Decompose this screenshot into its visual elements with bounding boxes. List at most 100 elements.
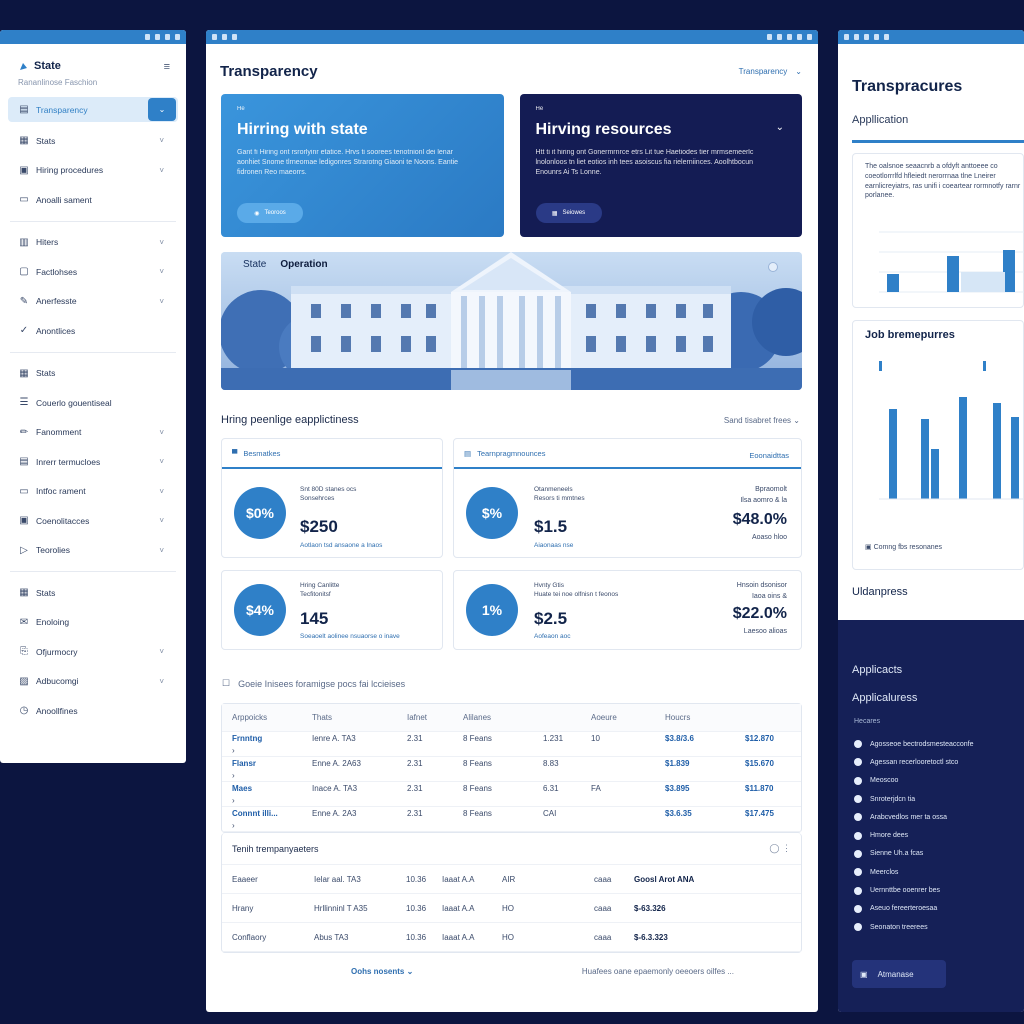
hero-card-hiring-with-state[interactable]: He Hirring with state Gant fi Hiring ont…: [221, 94, 504, 237]
capitol-building-illustration: [221, 252, 802, 390]
applicant-list-item[interactable]: Hmore dees: [854, 826, 1024, 844]
applicant-list-item[interactable]: Meoscoo: [854, 772, 1024, 790]
tag-icon: ▷: [20, 544, 28, 556]
stat-card-head-right[interactable]: Eoonaidttas: [749, 451, 789, 460]
column-header[interactable]: Alilanes: [463, 713, 492, 722]
applicant-list-item[interactable]: Uernnttbe ooenrer bes: [854, 881, 1024, 899]
sidebar-item[interactable]: ▦ Stats: [8, 359, 178, 389]
sidebar-item[interactable]: ▣ Coenolitacces ˅: [8, 506, 178, 536]
sidebar-item[interactable]: ▣ Hiring procedures ˅: [8, 156, 178, 186]
applicant-list-item[interactable]: Meerclos: [854, 863, 1024, 881]
sidebar-window: State Rananlinose Faschion ≡ ▤ Transparen…: [0, 30, 186, 763]
sidebar-item-label: Stats: [36, 587, 56, 598]
sidebar-item[interactable]: ✎ Anerfesste ˅: [8, 287, 178, 317]
applicant-list-item[interactable]: Agessan recerlooretoctl stco: [854, 753, 1024, 771]
stat-card-1[interactable]: ▀ Besmatkes $0% Snt 80D stanes ocs Sonseh…: [221, 438, 443, 558]
sidebar-item[interactable]: ▤ Transparency ⌄: [8, 97, 178, 122]
sidebar-item[interactable]: ▢ Factlohses ˅: [8, 257, 178, 287]
stat-value: $1.5: [534, 517, 568, 536]
stat-card-head-label: Besmatkes: [243, 448, 281, 458]
stat-card-4[interactable]: 1% Hvnty Gtis Huate tei noe olfnisn t fe…: [453, 570, 802, 650]
chevron-down-icon[interactable]: ⌄: [775, 122, 784, 133]
sidebar-item[interactable]: ▥ Hiters ˅: [8, 228, 178, 258]
table-cell: AIR: [502, 874, 516, 884]
sidebar-item[interactable]: ✓ Anontlices: [8, 316, 178, 346]
table-row[interactable]: Eaaeer Ielar aal. TA3 10.36 Iaaat A.A AIR caa…: [222, 865, 801, 894]
table-row[interactable]: Maes Inace A. TA3 2.31 8 Feans 6.31 FA $3.895 $…: [222, 782, 801, 807]
stat-card-3[interactable]: $4% Hring Canlitte Tecfitonitsf 145 Soea…: [221, 570, 443, 650]
hamburger-menu-icon[interactable]: ≡: [163, 61, 170, 73]
clock-icon: ◷: [19, 705, 29, 717]
chevron-right-icon[interactable]: ›: [232, 795, 235, 805]
sidebar-item[interactable]: ▦ Stats: [8, 578, 178, 608]
hero-button[interactable]: ◉ Teoroos: [237, 203, 303, 223]
sidebar-item-label: Anerfesste: [36, 296, 77, 307]
column-header[interactable]: Arppoicks: [232, 713, 268, 722]
sidebar-titlebar: [0, 30, 186, 44]
stat-circle: 1%: [466, 584, 518, 636]
table-row[interactable]: Frnntng Ienre A. TA3 2.31 8 Feans 1.231 10 $3.…: [222, 732, 801, 757]
sidebar-item[interactable]: ⎘ Ofjurmocry ˅: [8, 637, 178, 667]
table-row[interactable]: Hrany Hrllinninl T A35 10.36 Iaaat A.A HO caa…: [222, 894, 801, 923]
team-table-actions[interactable]: ◯ ⋮: [769, 843, 791, 853]
table-row[interactable]: Connnt illi... Enne A. 2A3 2.31 8 Feans CAI $…: [222, 807, 801, 832]
table-cell: Maes: [232, 783, 253, 793]
brand[interactable]: State: [18, 60, 172, 72]
stat-footnote[interactable]: Soeaoelt aolinee nsuaorse o inave: [300, 633, 400, 640]
table-row[interactable]: Flansr Enne A. 2A63 2.31 8 Feans 8.83 $1.839 $…: [222, 757, 801, 782]
sidebar-item[interactable]: ✏ Fanomment ˅: [8, 418, 178, 448]
stat-card-header: ▤ Tearnpragmnounces Eoonaidttas: [454, 439, 801, 469]
column-header[interactable]: Iafnet: [407, 713, 428, 722]
stat-right-label: Bpraomolt Ilsa aomro & la: [740, 486, 787, 504]
page-title: Transparency: [220, 62, 318, 80]
hero-card-hiring-resources[interactable]: He Hirving resources Htt ti it hiring on…: [519, 94, 802, 237]
applicant-list-item[interactable]: Aseuo fereerteroesaa: [854, 900, 1024, 918]
applicant-list-item[interactable]: Seonaton treerees: [854, 918, 1024, 936]
column-header[interactable]: Aoeure: [591, 713, 617, 722]
application-chart-card: The oalsnoe seaacnrb a ofdyft anttoeee c…: [852, 153, 1024, 308]
chevron-down-icon[interactable]: ⌄: [148, 98, 176, 121]
sidebar-item[interactable]: ☰ Couerlo gouentiseal: [8, 388, 178, 418]
applicants-button[interactable]: ▣ Atmanase: [852, 960, 946, 988]
sidebar-item[interactable]: ▨ Adbucomgi ˅: [8, 667, 178, 697]
stat-footnote[interactable]: Aofeaon aoc: [534, 633, 571, 640]
job-card-footer[interactable]: ▣ Comng fbs resonanes: [865, 544, 943, 551]
sidebar-item[interactable]: ✉ Enoloing: [8, 608, 178, 638]
sidebar-item[interactable]: ▷ Teorolies ˅: [8, 536, 178, 566]
applicant-list-item[interactable]: Arabcvedlos mer ta ossa: [854, 808, 1024, 826]
table-cell: 10: [591, 733, 600, 743]
column-header[interactable]: Houcrs: [665, 713, 691, 722]
section-dropdown-label: Sand tisabret frees: [723, 415, 792, 425]
applicant-list-item[interactable]: Sienne Uh.a fcas: [854, 845, 1024, 863]
checkbox-icon[interactable]: ☐: [222, 678, 231, 688]
chevron-right-icon[interactable]: ›: [232, 820, 235, 830]
sidebar-item[interactable]: ▭ Anoalli sament: [8, 185, 178, 215]
brand-logo-icon: [20, 62, 27, 70]
applicant-list-item[interactable]: Agosseoe bectrodsmesteacconfe: [854, 735, 1024, 753]
applicant-list-item[interactable]: Snroterjdcn tia: [854, 790, 1024, 808]
column-header[interactable]: Thats: [312, 713, 333, 722]
sidebar-item[interactable]: ▤ Inrerr termucloes ˅: [8, 447, 178, 477]
footer-link[interactable]: Oohs nosents ⌄: [351, 967, 414, 976]
sidebar-item[interactable]: ▦ Stats ˅: [8, 126, 178, 156]
applicants-list-caption: Hecares: [854, 718, 881, 725]
bar: [1003, 250, 1015, 292]
applications-table: Arppoicks Thats Iafnet Alilanes Aoeure Houcrs…: [221, 703, 802, 833]
stat-card-head-label: Tearnpragmnounces: [477, 448, 546, 458]
header-dropdown[interactable]: Transparency ⌄: [739, 67, 802, 76]
section-dropdown[interactable]: Sand tisabret frees ⌄: [723, 415, 800, 425]
chevron-right-icon[interactable]: ›: [232, 745, 235, 755]
table-cell: caaa: [594, 903, 612, 913]
sidebar-item[interactable]: ▭ Intfoc rament ˅: [8, 477, 178, 507]
sidebar-item[interactable]: ◷ Anoollfines: [8, 696, 178, 726]
banner-options-icon[interactable]: [768, 262, 778, 272]
table-cell: Abus TA3: [314, 932, 349, 942]
hero-button[interactable]: ▦ Seiowes: [535, 203, 602, 223]
stat-footnote[interactable]: Aotlaon tsd ansaone a Inaos: [300, 542, 383, 549]
stat-right-foot: Aoaso hloo: [751, 534, 787, 541]
chevron-right-icon[interactable]: ›: [232, 770, 235, 780]
stat-footnote[interactable]: Aiaonaas nse: [534, 542, 574, 549]
stat-card-2[interactable]: ▤ Tearnpragmnounces Eoonaidttas $% Otanmen…: [453, 438, 802, 558]
sidebar-nav: ▤ Transparency ⌄ ▦ Stats ˅ ▣ Hiring procedures ˅…: [0, 93, 186, 730]
table-row[interactable]: Conflaory Abus TA3 10.36 Iaaat A.A HO caaa $-6…: [222, 923, 801, 952]
